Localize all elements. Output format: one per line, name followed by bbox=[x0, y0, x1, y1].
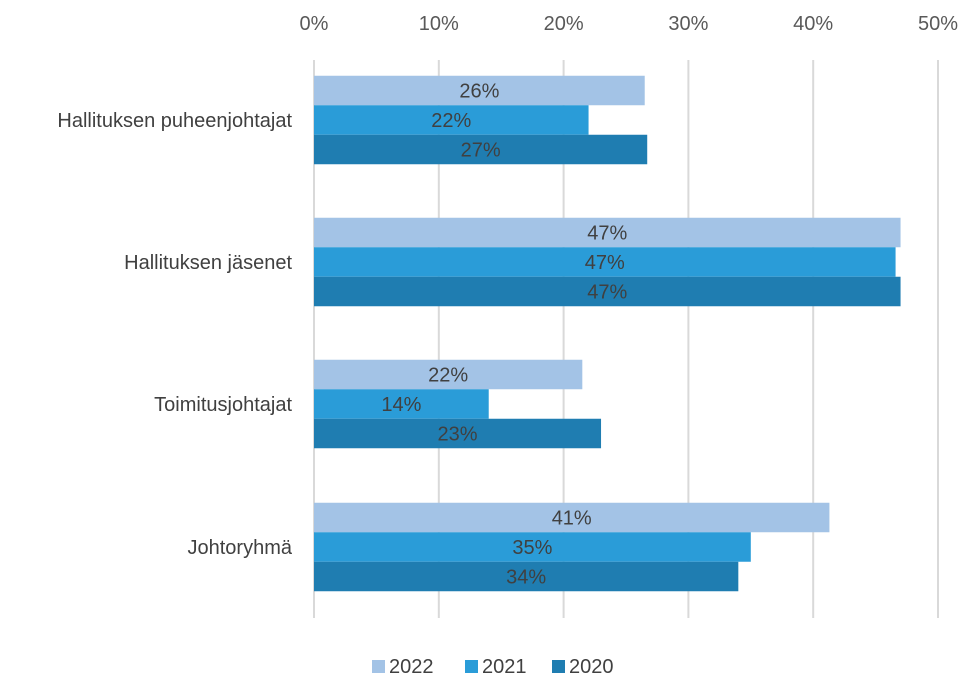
category-label: Hallituksen puheenjohtajat bbox=[57, 110, 292, 132]
legend-label: 2021 bbox=[482, 656, 527, 678]
data-label: 47% bbox=[585, 252, 625, 274]
data-label: 41% bbox=[552, 508, 592, 530]
legend-swatch-2022 bbox=[372, 660, 385, 673]
legend-label: 2022 bbox=[389, 656, 434, 678]
data-label: 14% bbox=[381, 394, 421, 416]
data-label: 47% bbox=[587, 223, 627, 245]
x-tick-label: 0% bbox=[300, 13, 329, 35]
bar-2020 bbox=[314, 561, 739, 592]
bar-2021 bbox=[314, 389, 489, 419]
bar-2022 bbox=[314, 359, 583, 390]
bar-2022 bbox=[314, 75, 645, 106]
category-labels: Hallituksen puheenjohtajat Hallituksen jä… bbox=[57, 110, 292, 559]
x-tick-label: 40% bbox=[793, 13, 833, 35]
legend: 2022 2021 2020 bbox=[372, 656, 614, 678]
x-tick-label: 50% bbox=[918, 13, 958, 35]
data-label: 26% bbox=[459, 81, 499, 103]
legend-swatch-2021 bbox=[465, 660, 478, 673]
category-label: Hallituksen jäsenet bbox=[124, 252, 292, 274]
category-label: Toimitusjohtajat bbox=[154, 394, 292, 416]
legend-swatch-2020 bbox=[552, 660, 565, 673]
x-tick-label: 20% bbox=[544, 13, 584, 35]
x-tick-label: 30% bbox=[668, 13, 708, 35]
data-label: 35% bbox=[512, 537, 552, 559]
bar-2020 bbox=[314, 276, 901, 307]
x-tick-label: 10% bbox=[419, 13, 459, 35]
data-label: 22% bbox=[431, 110, 471, 132]
bar-2021 bbox=[314, 532, 751, 562]
x-axis-ticks: 0% 10% 20% 30% 40% 50% bbox=[300, 13, 959, 35]
legend-label: 2020 bbox=[569, 656, 614, 678]
bar-2022 bbox=[314, 502, 830, 533]
data-label: 47% bbox=[587, 282, 627, 304]
bar-2020 bbox=[314, 134, 648, 165]
data-label: 23% bbox=[438, 424, 478, 446]
category-label: Johtoryhmä bbox=[188, 537, 293, 559]
bar-2021 bbox=[314, 105, 589, 135]
data-label: 27% bbox=[461, 140, 501, 162]
bars: 26% 22% 27% 47% 47% 47% 22% 14% 23% 41%35% 34% bbox=[314, 75, 901, 592]
bar-2022 bbox=[314, 217, 901, 248]
bar-2020 bbox=[314, 418, 602, 449]
bar-2021 bbox=[314, 247, 896, 277]
data-label: 34% bbox=[506, 567, 546, 589]
data-label: 22% bbox=[428, 365, 468, 387]
